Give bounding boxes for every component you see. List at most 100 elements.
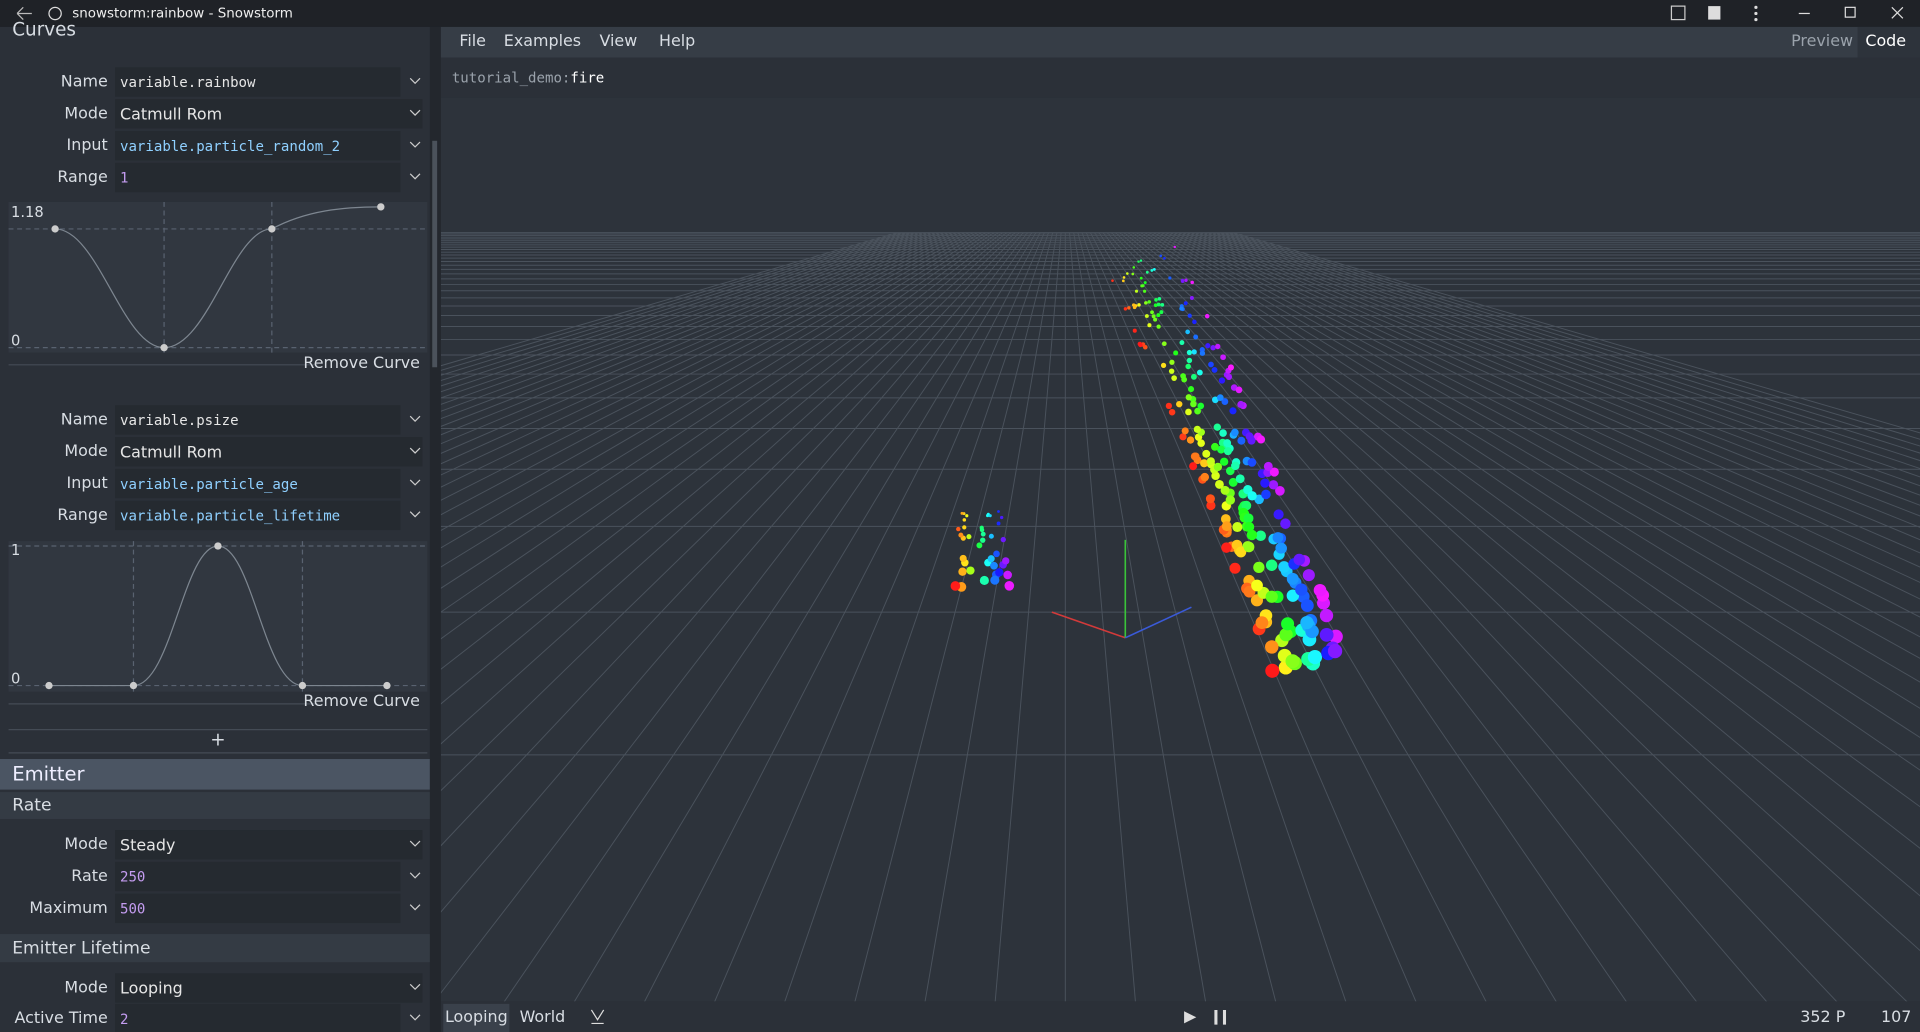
curve-graph[interactable] [8,201,428,353]
translate-icon[interactable] [1670,5,1686,21]
status-toggle[interactable]: World [520,1007,566,1026]
particle [1278,561,1290,573]
tab[interactable]: Preview [1791,31,1853,50]
chevron[interactable] [409,904,421,911]
input[interactable] [115,162,401,193]
chevron[interactable] [409,1014,421,1021]
particle [960,511,964,515]
input[interactable] [115,67,401,97]
curve-graph[interactable] [8,541,428,692]
back-icon[interactable] [16,6,32,21]
particle [1186,349,1193,356]
input[interactable] [115,1003,401,1032]
splitter[interactable] [429,26,441,1032]
particle [1159,310,1164,315]
remove-curve[interactable]: Remove Curve [303,691,420,710]
particle [1218,377,1226,384]
chevron[interactable] [409,840,421,847]
particle [1269,467,1279,477]
field-value: Looping [120,979,183,998]
chevron[interactable] [409,983,421,991]
particle [1197,439,1205,447]
particle [979,525,984,530]
particle [1139,276,1143,280]
particle [1213,423,1222,431]
particle [1275,542,1287,554]
restore[interactable] [1844,6,1856,18]
add-curve[interactable]: + [210,730,225,751]
menu-item[interactable]: Examples [504,31,581,50]
status-active [443,1003,510,1032]
particle [1160,302,1165,307]
select[interactable] [115,830,423,860]
particle [1153,303,1158,308]
particle [1144,301,1148,305]
field-value: variable.psize [120,413,239,429]
input[interactable] [115,861,401,892]
axis-x [1051,611,1126,639]
menu-icon[interactable] [1754,5,1758,9]
field-label: Active Time [15,1008,108,1027]
particle [1221,398,1229,405]
particle [1003,570,1012,580]
input[interactable] [115,500,401,531]
particle [1286,572,1299,585]
select[interactable] [115,437,423,467]
select[interactable] [115,99,423,129]
chevron[interactable] [409,447,421,454]
chevron[interactable] [409,141,421,148]
particle [1147,300,1151,304]
remove-curve[interactable]: Remove Curve [303,353,420,372]
chevron[interactable] [409,77,421,85]
particle [1255,616,1269,629]
chevron[interactable] [409,415,421,422]
menu-icon [1754,11,1758,16]
particle [996,521,1001,526]
chevron[interactable] [409,109,421,116]
export-icon[interactable] [590,1009,605,1025]
field-label: Name [61,409,108,428]
particle [1300,599,1314,612]
particle [966,534,972,540]
pause[interactable] [1214,1009,1227,1025]
particle [1247,458,1257,467]
particle [958,567,967,576]
chevron[interactable] [409,173,421,180]
particle [1227,364,1235,371]
menu-item[interactable]: Help [659,31,695,50]
particle [1272,532,1284,543]
status-toggle[interactable]: Looping [445,1007,508,1026]
chevron[interactable] [409,872,421,879]
chevron[interactable] [409,479,421,486]
input[interactable] [115,893,401,924]
input[interactable] [115,468,401,499]
particle [1205,494,1215,504]
field-label: Input [67,473,108,492]
play[interactable] [1184,1011,1197,1024]
graph-min: 0 [11,670,20,687]
field-value: variable.particle_lifetime [120,509,340,525]
particle [1206,500,1216,511]
select[interactable] [115,973,423,1003]
menu-item[interactable]: File [459,31,486,50]
menu-item[interactable]: View [599,31,637,50]
input[interactable] [115,405,401,435]
field-value: Steady [120,835,175,854]
particle [1161,341,1167,347]
viewport[interactable] [440,97,1920,1002]
particle [1179,306,1184,311]
tab[interactable]: Code [1865,31,1906,50]
emitter-header [0,759,430,790]
extension-icon[interactable] [1708,6,1721,20]
particle [966,566,975,575]
scrollbar[interactable] [432,140,438,368]
particle [1111,279,1114,282]
close[interactable] [1891,6,1904,19]
chevron[interactable] [409,511,421,518]
input[interactable] [115,130,401,161]
particle [1260,478,1270,488]
field-value: 2 [120,1012,128,1028]
particle [1225,373,1233,381]
reload-icon[interactable] [48,6,62,21]
particle [1246,529,1258,541]
